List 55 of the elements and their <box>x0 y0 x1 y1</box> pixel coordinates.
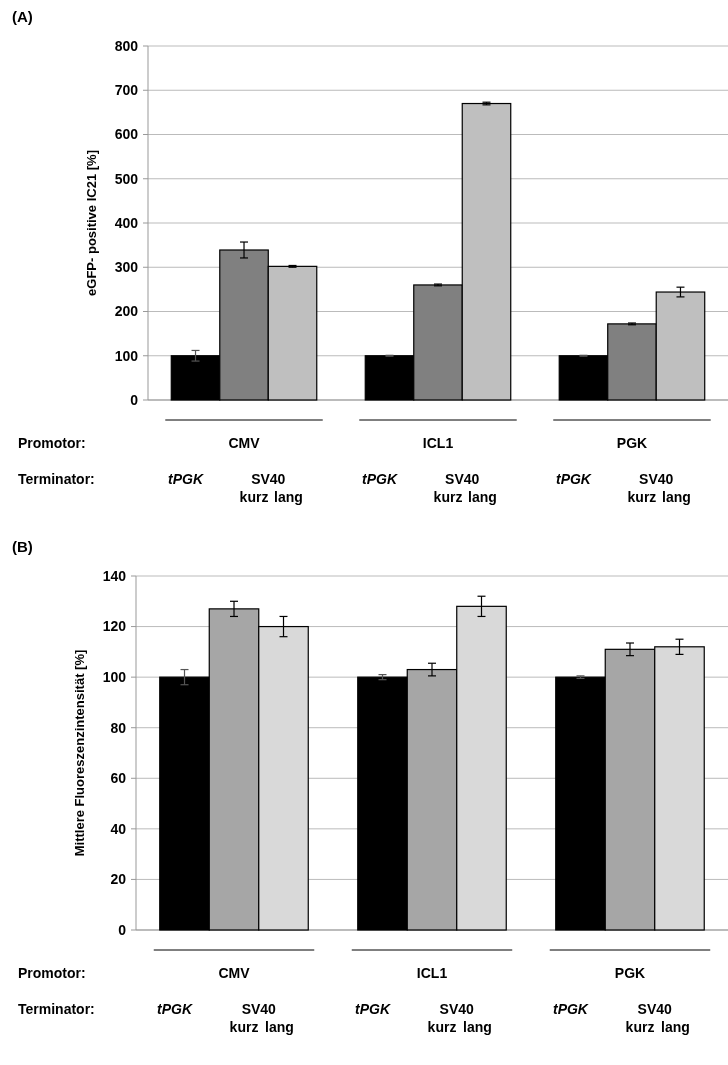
y-tick-label: 100 <box>102 669 127 686</box>
y-tick-label: 800 <box>114 37 139 54</box>
text: SV40 <box>639 471 674 487</box>
y-axis-title: Mittlere Fluoreszenzintensität [%] <box>72 649 87 857</box>
text: kurz <box>239 489 269 505</box>
text: Promotor: <box>18 435 86 451</box>
y-tick-label: 80 <box>110 719 127 736</box>
y-tick-label: 600 <box>114 126 139 143</box>
text: SV40 <box>637 1001 672 1017</box>
text: Terminator: <box>18 471 95 487</box>
y-tick-label: 200 <box>114 303 139 320</box>
y-tick-label: 140 <box>102 567 127 584</box>
text: SV40 <box>439 1001 474 1017</box>
text: Promotor: <box>18 965 86 981</box>
y-tick-label: 700 <box>114 82 139 99</box>
text: kurz <box>433 489 463 505</box>
text: tPGK <box>168 471 204 487</box>
y-tick-label: 20 <box>110 871 127 888</box>
text: lang <box>468 489 497 505</box>
y-tick-label: 400 <box>114 214 139 231</box>
text: lang <box>274 489 303 505</box>
text: SV40 <box>445 471 480 487</box>
x-tick-label: PGK <box>614 965 646 981</box>
y-tick-label: 40 <box>110 820 127 837</box>
text: kurz <box>627 489 657 505</box>
text: lang <box>661 1019 690 1035</box>
x-tick-label: PGK <box>616 435 648 451</box>
text: (A) <box>12 8 33 25</box>
x-tick-label: ICL1 <box>416 965 448 981</box>
text: lang <box>463 1019 492 1035</box>
x-tick-label: CMV <box>228 435 261 451</box>
y-tick-label: 500 <box>114 170 139 187</box>
y-tick-label: 0 <box>130 391 139 408</box>
text: SV40 <box>251 471 286 487</box>
text: tPGK <box>552 1001 588 1017</box>
y-tick-label: 120 <box>102 618 127 635</box>
x-tick-label: CMV <box>218 965 251 981</box>
y-axis-title: eGFP- positive IC21 [%] <box>84 150 99 296</box>
text: lang <box>662 489 691 505</box>
text: SV40 <box>241 1001 277 1017</box>
y-tick-label: 60 <box>110 770 127 787</box>
text: kurz <box>427 1019 457 1035</box>
text: tPGK <box>362 471 398 487</box>
text: tPGK <box>555 471 591 487</box>
text: kurz <box>229 1019 259 1035</box>
text: lang <box>265 1019 294 1035</box>
text: kurz <box>625 1019 655 1035</box>
text: tPGK <box>157 1001 193 1017</box>
y-tick-label: 0 <box>118 921 127 938</box>
text: Terminator: <box>18 1001 95 1017</box>
text: tPGK <box>355 1001 390 1017</box>
x-tick-label: ICL1 <box>422 435 454 451</box>
chart-title: (B) <box>12 538 33 555</box>
y-tick-label: 100 <box>114 347 139 364</box>
y-tick-label: 300 <box>114 259 139 276</box>
